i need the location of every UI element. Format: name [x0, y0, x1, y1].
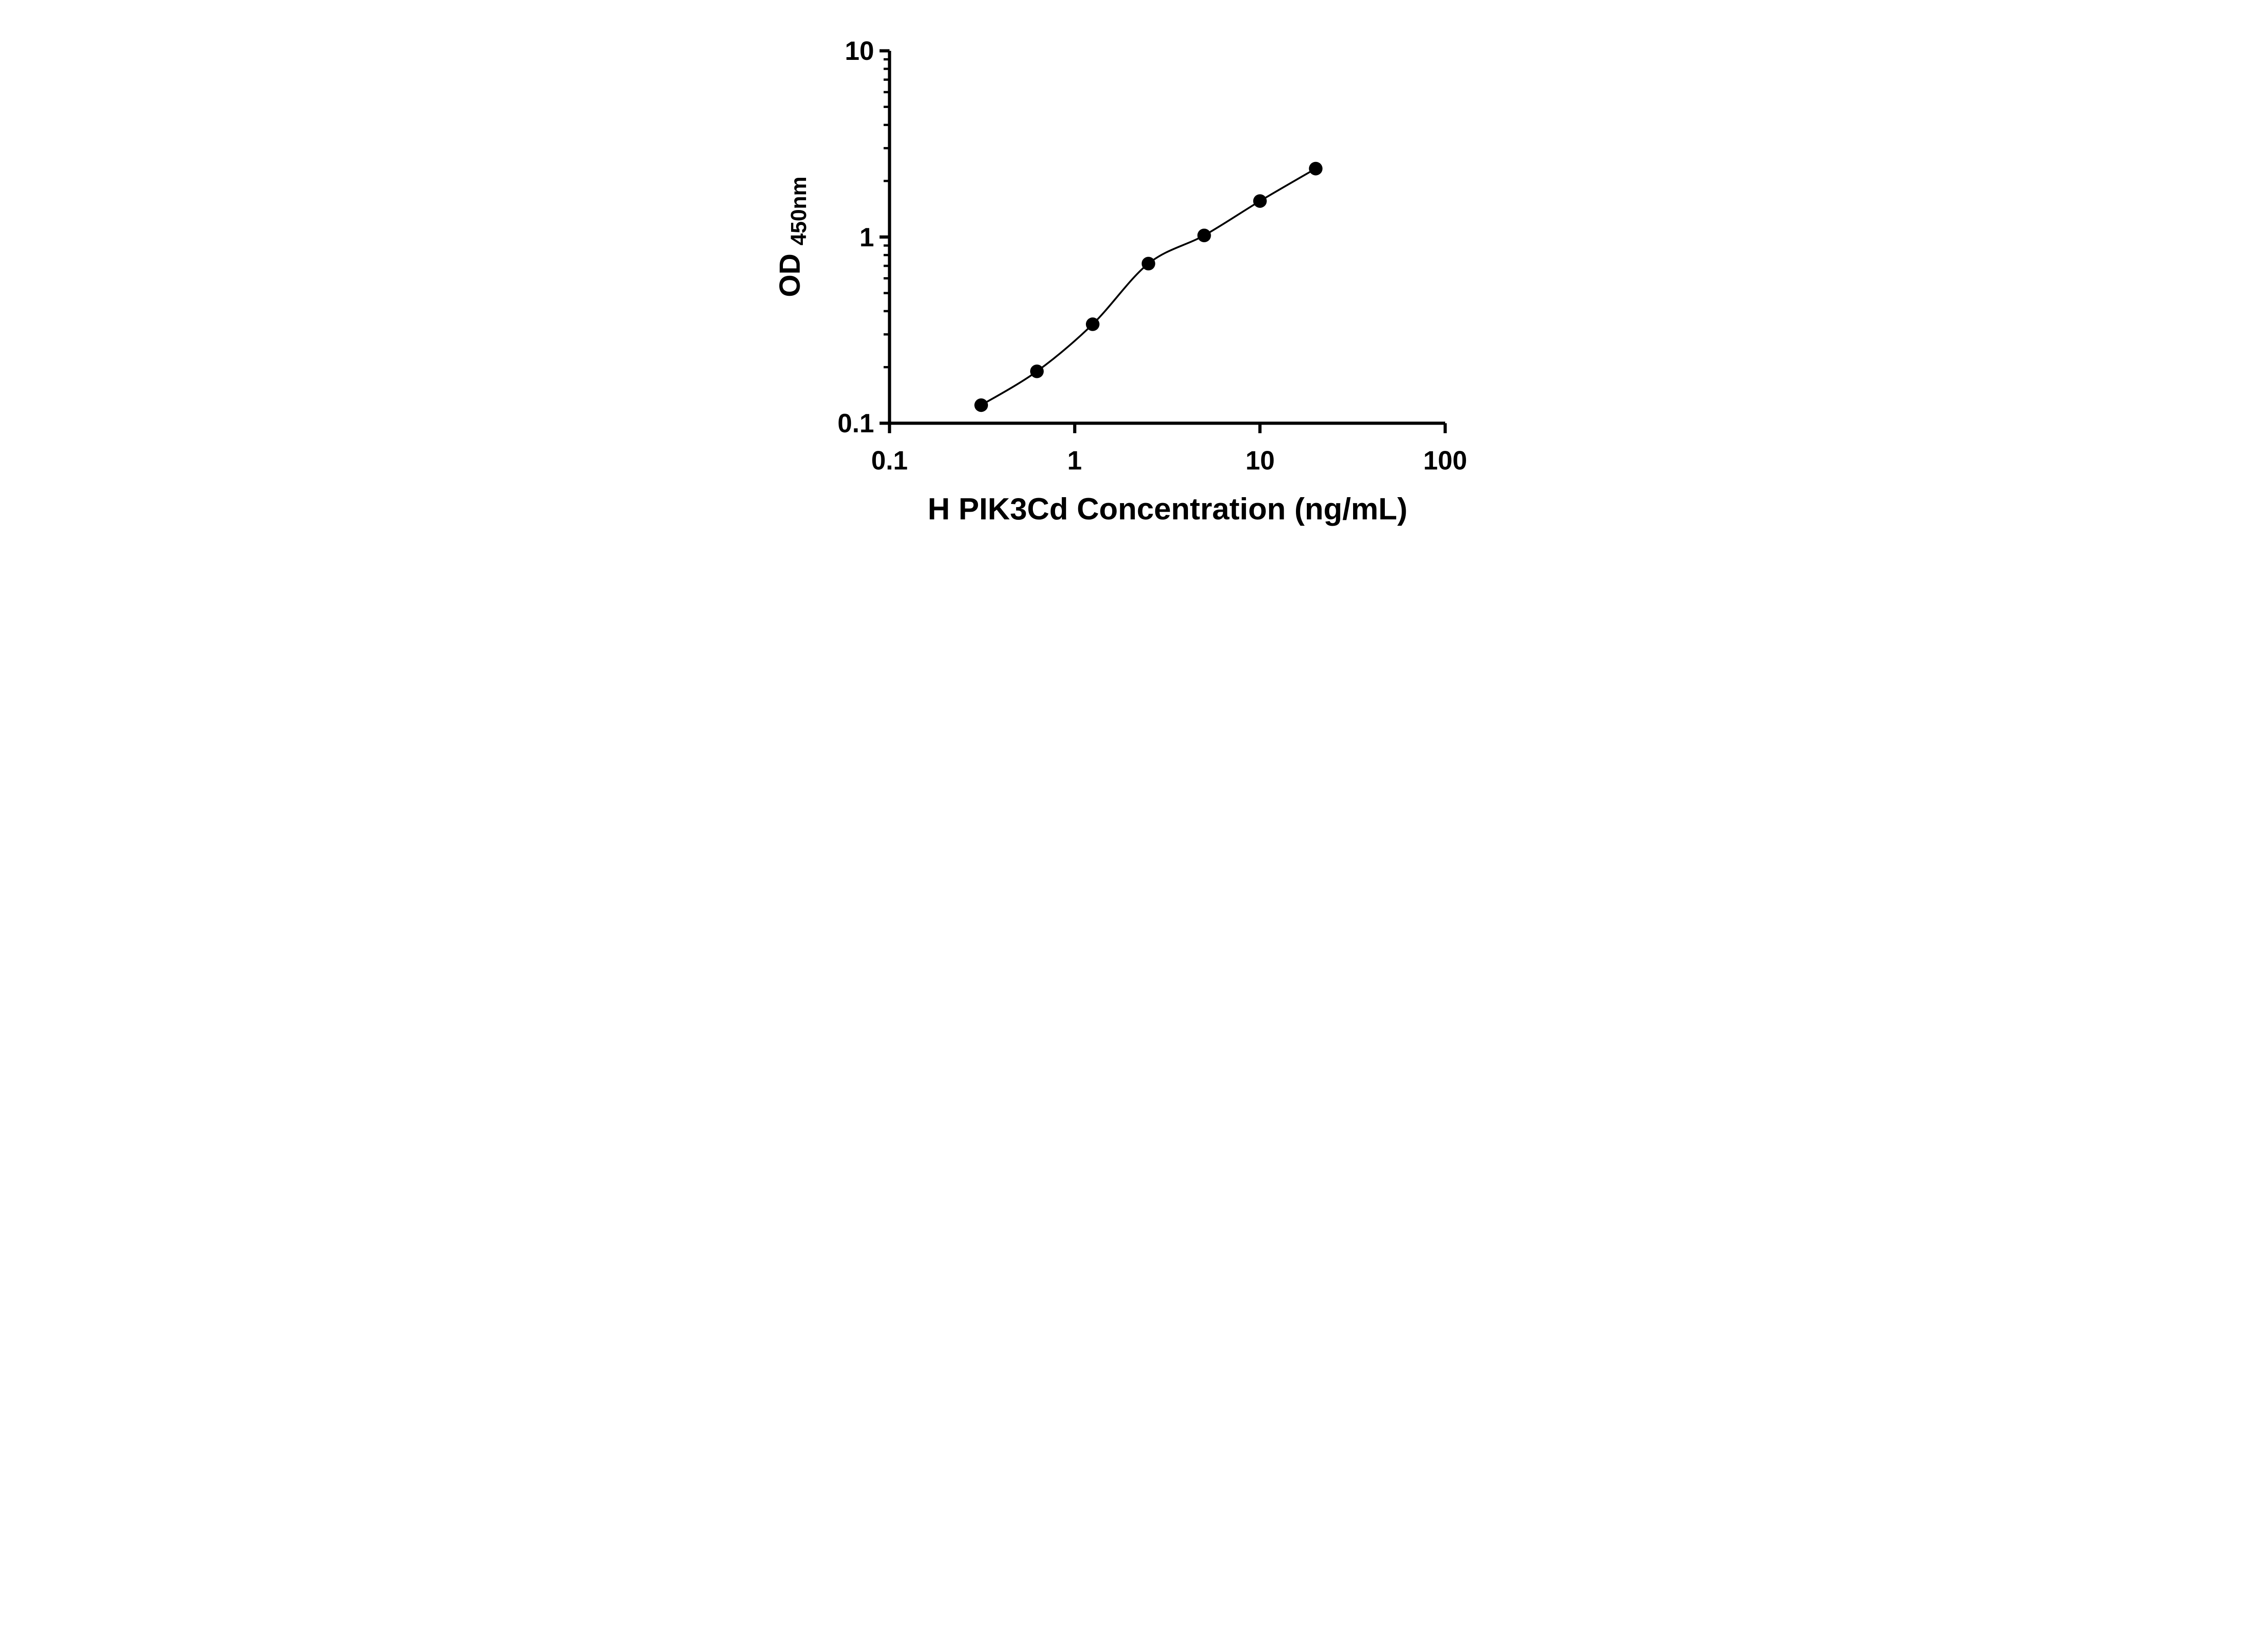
x-tick-label: 0.1 — [871, 446, 908, 475]
elisa-standard-curve-figure: 0.1 1 10 100 0.1 1 10 H PIK3Cd Concentra… — [753, 0, 1515, 544]
x-tick-label: 10 — [1246, 446, 1275, 475]
x-axis-title: H PIK3Cd Concentration (ng/mL) — [928, 492, 1408, 526]
y-axis-title-base: OD — [773, 254, 806, 297]
y-tick-label: 1 — [860, 223, 874, 252]
data-point-marker — [1309, 161, 1323, 176]
x-tick-label: 1 — [1067, 446, 1082, 475]
data-point-marker — [1253, 194, 1267, 208]
data-point-marker — [1030, 364, 1044, 378]
x-tick-label: 100 — [1423, 446, 1467, 475]
y-axis-title: OD 450nm — [773, 176, 811, 297]
data-point-marker — [1197, 229, 1211, 242]
plot-area — [880, 49, 1447, 433]
chart-canvas: 0.1 1 10 100 0.1 1 10 H PIK3Cd Concentra… — [773, 36, 1467, 526]
data-point-marker — [974, 398, 988, 412]
y-tick-label: 0.1 — [837, 409, 874, 438]
y-tick-label: 10 — [845, 36, 874, 66]
y-axis-title-subscript: 450nm — [787, 176, 811, 245]
data-point-marker — [1141, 257, 1155, 271]
data-point-marker — [1085, 317, 1100, 331]
axes-frame — [888, 51, 1445, 425]
